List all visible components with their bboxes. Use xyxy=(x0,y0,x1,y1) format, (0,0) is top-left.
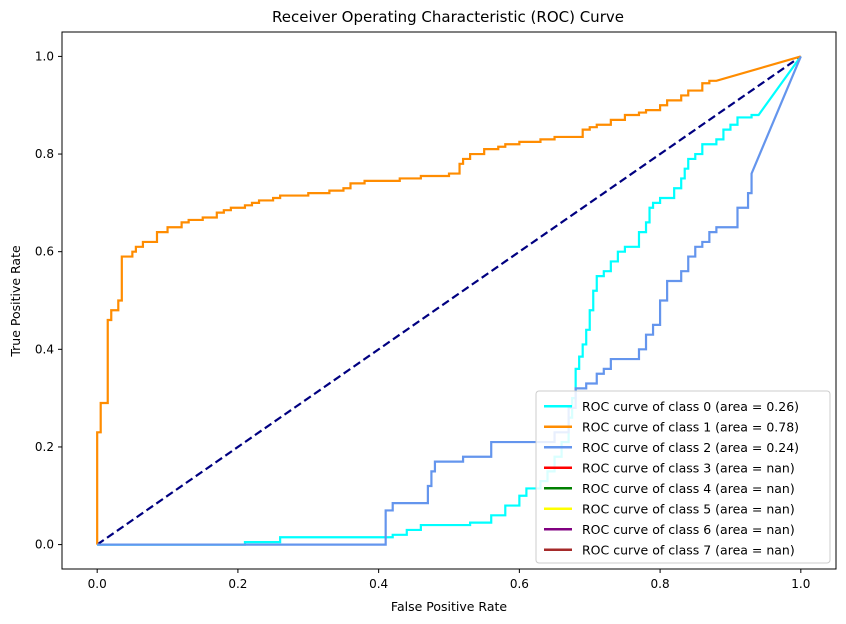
y-tick-label: 0.0 xyxy=(35,538,54,552)
x-tick-label: 0.4 xyxy=(369,577,388,591)
x-tick-label: 0.8 xyxy=(651,577,670,591)
legend-label-class-7: ROC curve of class 7 (area = nan) xyxy=(582,542,795,557)
y-tick-label: 0.6 xyxy=(35,245,54,259)
legend-label-class-2: ROC curve of class 2 (area = 0.24) xyxy=(582,440,799,455)
roc-curve-class-1 xyxy=(96,55,802,545)
y-tick-label: 1.0 xyxy=(35,49,54,63)
x-tick-label: 1.0 xyxy=(791,577,810,591)
roc-curve-class-2 xyxy=(97,55,802,546)
x-axis-ticks: 0.0 0.2 0.4 0.6 0.8 1.0 xyxy=(88,569,810,591)
y-tick-label: 0.4 xyxy=(35,342,54,356)
diagonal-layer xyxy=(96,55,802,546)
roc-curve-class-0 xyxy=(97,55,802,546)
series-layer xyxy=(96,55,802,546)
y-tick-label: 0.2 xyxy=(35,440,54,454)
legend: ROC curve of class 0 (area = 0.26) ROC cu… xyxy=(535,390,831,564)
chart-title: Receiver Operating Characteristic (ROC) … xyxy=(272,8,624,26)
legend-label-class-1: ROC curve of class 1 (area = 0.78) xyxy=(582,419,799,434)
x-tick-label: 0.6 xyxy=(510,577,529,591)
legend-label-class-6: ROC curve of class 6 (area = nan) xyxy=(582,522,795,537)
x-axis-label: False Positive Rate xyxy=(391,599,507,614)
plot-frame xyxy=(61,31,837,570)
y-tick-label: 0.8 xyxy=(35,147,54,161)
y-axis-ticks: 0.0 0.2 0.4 0.6 0.8 1.0 xyxy=(35,49,62,552)
x-tick-label: 0.0 xyxy=(88,577,107,591)
x-tick-label: 0.2 xyxy=(228,577,247,591)
legend-label-class-4: ROC curve of class 4 (area = nan) xyxy=(582,481,795,496)
legend-label-class-0: ROC curve of class 0 (area = 0.26) xyxy=(582,399,799,414)
legend-box xyxy=(535,390,831,564)
chance-diagonal-line xyxy=(96,55,802,546)
legend-label-class-3: ROC curve of class 3 (area = nan) xyxy=(582,460,795,475)
y-axis-label: True Positive Rate xyxy=(8,245,23,358)
legend-label-class-5: ROC curve of class 5 (area = nan) xyxy=(582,501,795,516)
